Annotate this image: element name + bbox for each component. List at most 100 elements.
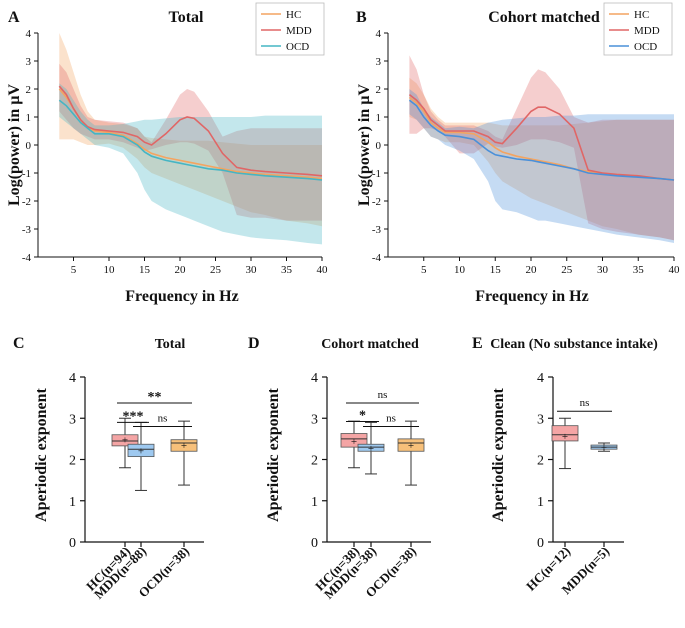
y-tick-label: 0 xyxy=(69,536,76,551)
x-tick-label: 35 xyxy=(281,264,293,276)
x-tick-label: 5 xyxy=(421,264,427,276)
legend-label-mdd: MDD xyxy=(286,25,312,37)
y-axis-label: Aperiodic exponent xyxy=(490,387,507,521)
y-tick-label: 2 xyxy=(376,84,382,96)
significance-label: ** xyxy=(148,390,162,405)
box-body xyxy=(170,439,198,452)
y-tick-label: 3 xyxy=(537,412,544,427)
mean-marker: + xyxy=(368,443,374,455)
line-ocd xyxy=(58,99,323,181)
y-tick-label: 2 xyxy=(537,454,544,469)
box-body xyxy=(551,425,579,442)
panel-title: Cohort matched xyxy=(321,337,419,352)
panel-title: Total xyxy=(155,337,186,352)
y-tick-label: 2 xyxy=(311,454,318,469)
y-tick-label: 3 xyxy=(376,56,382,68)
y-axis-label: Aperiodic exponent xyxy=(33,387,50,521)
panel-b: -4 -3 -2 -1 0 1 2 3 4 5 10 15 20 25 30 35 40 B Cohort matc… xyxy=(356,2,681,305)
x-axis-label: Frequency in Hz xyxy=(475,288,588,305)
x-tick-label: 20 xyxy=(526,264,538,276)
y-tick-label: 3 xyxy=(69,412,76,427)
y-tick-label: -2 xyxy=(372,196,381,208)
x-tick-label: 35 xyxy=(633,264,645,276)
x-tick-label: 15 xyxy=(139,264,151,276)
y-tick-label: 0 xyxy=(376,140,382,152)
x-tick-label: 40 xyxy=(669,264,681,276)
significance-label: ns xyxy=(378,389,388,401)
mean-marker: + xyxy=(138,445,144,457)
panel-label: A xyxy=(8,9,20,26)
legend: HC MDD OCD xyxy=(603,2,673,56)
box-body xyxy=(397,438,425,452)
y-tick-label: 0 xyxy=(311,536,318,551)
legend: HC MDD OCD xyxy=(255,2,325,56)
x-tick-label: 30 xyxy=(597,264,609,276)
box-1: +MDD(n=5) xyxy=(558,442,618,597)
x-tick-label: 5 xyxy=(71,264,77,276)
x-tick-label: 10 xyxy=(104,264,116,276)
y-tick-label: 1 xyxy=(26,112,32,124)
significance-label: * xyxy=(359,409,366,424)
panel-label: E xyxy=(472,335,483,352)
y-tick-label: 1 xyxy=(376,112,382,124)
panel-title: Clean (No substance intake) xyxy=(490,337,658,352)
box-body xyxy=(127,443,155,458)
significance-label: ns xyxy=(158,413,168,425)
x-axis-label: Frequency in Hz xyxy=(125,288,238,305)
y-tick-label: 4 xyxy=(26,28,32,40)
box-0: +HC(n=12) xyxy=(523,417,579,594)
y-tick-label: 3 xyxy=(26,56,32,68)
band-mdd xyxy=(59,63,323,221)
y-tick-label: -4 xyxy=(22,252,32,264)
y-axis-label: Log(power) in µV xyxy=(6,84,23,207)
y-tick-label: -3 xyxy=(372,224,382,236)
mean-marker: + xyxy=(122,435,128,447)
legend-label-hc: HC xyxy=(286,9,301,21)
band-ocd xyxy=(409,89,674,243)
legend-label-ocd: OCD xyxy=(286,41,309,53)
band-mdd xyxy=(409,55,674,241)
box-body xyxy=(111,434,139,447)
panel-label: C xyxy=(13,335,25,352)
panel-label: D xyxy=(248,335,260,352)
x-tick-label: 25 xyxy=(210,264,222,276)
y-tick-label: -1 xyxy=(22,168,31,180)
y-tick-label: 3 xyxy=(311,412,318,427)
mean-marker: + xyxy=(351,436,357,448)
legend-label-ocd: OCD xyxy=(634,41,657,53)
box-body xyxy=(357,443,385,452)
y-tick-label: 4 xyxy=(311,371,318,386)
panel-title: Cohort matched xyxy=(488,9,600,26)
x-tick-label: 40 xyxy=(317,264,329,276)
significance-label: ns xyxy=(580,397,590,409)
line-mdd xyxy=(58,85,323,177)
y-tick-label: -3 xyxy=(22,224,32,236)
y-axis-label: Aperiodic exponent xyxy=(265,387,282,521)
mean-marker: + xyxy=(562,431,568,443)
y-tick-label: 4 xyxy=(537,371,544,386)
panel-label: B xyxy=(356,9,367,26)
legend-label-mdd: MDD xyxy=(634,25,660,37)
panel-a: -4 -3 -2 -1 0 1 2 3 4 5 10 15 20 25 30 35 40 A Total Freque… xyxy=(6,2,329,305)
y-axis-label: Log(power) in µV xyxy=(356,84,373,207)
x-tick-label: 30 xyxy=(246,264,258,276)
y-tick-label: 2 xyxy=(69,454,76,469)
mean-marker: + xyxy=(601,442,607,454)
y-tick-label: 1 xyxy=(69,495,76,510)
mean-marker: + xyxy=(408,440,414,452)
panel-title: Total xyxy=(169,9,205,26)
y-tick-label: 2 xyxy=(26,84,32,96)
y-tick-label: 4 xyxy=(69,371,76,386)
y-tick-label: 0 xyxy=(537,536,544,551)
line-mdd xyxy=(408,93,675,181)
band-hc xyxy=(59,33,323,227)
box-body xyxy=(340,433,368,448)
x-tick-label: 25 xyxy=(561,264,573,276)
y-tick-label: 1 xyxy=(537,495,544,510)
band-ocd xyxy=(59,83,323,245)
x-tick-label: 10 xyxy=(454,264,466,276)
band-hc xyxy=(409,77,674,241)
